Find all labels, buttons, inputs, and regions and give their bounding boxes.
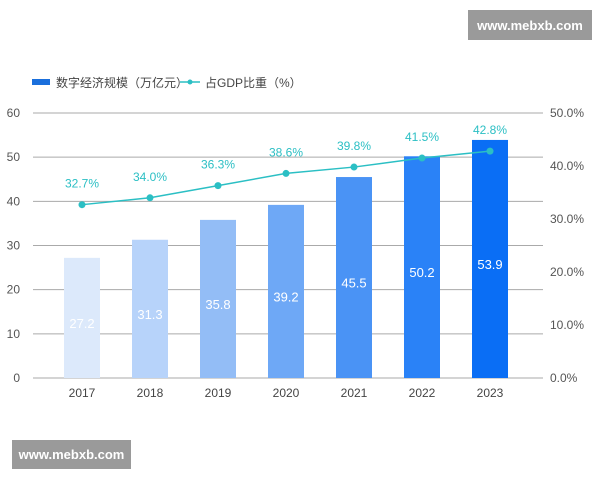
bar-2020: [268, 204, 304, 378]
line-point-2019: [214, 182, 222, 190]
line-data-label: 36.3%: [201, 158, 235, 172]
line-data-label: 32.7%: [65, 177, 99, 191]
line-point-2021: [350, 163, 358, 171]
right-tick-label: 30.0%: [550, 212, 584, 226]
bar-data-label: 50.2: [409, 265, 434, 280]
bar-data-label: 35.8: [205, 297, 230, 312]
x-tick-label: 2022: [409, 386, 436, 400]
x-tick-label: 2018: [137, 386, 164, 400]
bar-2018: [132, 239, 168, 378]
legend-line-marker: [187, 79, 193, 85]
left-tick-label: 30: [7, 239, 21, 253]
left-tick-label: 10: [7, 327, 21, 341]
bar-data-label: 31.3: [137, 307, 162, 322]
bar-data-label: 39.2: [273, 289, 298, 304]
legend-line-label: 占GDP比重（%）: [205, 75, 302, 90]
line-data-label: 38.6%: [269, 145, 303, 159]
x-tick-label: 2020: [273, 386, 300, 400]
bar-data-label: 45.5: [341, 276, 366, 291]
x-tick-label: 2017: [69, 386, 96, 400]
watermark-top: www.mebxb.com: [468, 10, 592, 40]
left-tick-label: 50: [7, 150, 21, 164]
x-tick-label: 2019: [205, 386, 232, 400]
line-data-label: 34.0%: [133, 170, 167, 184]
line-point-2017: [78, 201, 86, 209]
line-data-label: 42.8%: [473, 123, 507, 137]
x-tick-label: 2021: [341, 386, 368, 400]
legend-bar-label: 数字经济规模（万亿元）: [56, 75, 188, 90]
right-tick-label: 50.0%: [550, 106, 584, 120]
bar-2022: [404, 156, 440, 378]
right-tick-label: 20.0%: [550, 265, 584, 279]
legend-bar-swatch: [32, 79, 50, 85]
right-tick-label: 10.0%: [550, 318, 584, 332]
bar-2021: [336, 177, 372, 378]
line-data-label: 41.5%: [405, 130, 439, 144]
left-tick-label: 40: [7, 194, 21, 208]
line-point-2022: [418, 154, 426, 162]
right-tick-label: 40.0%: [550, 159, 584, 173]
line-point-2023: [486, 147, 494, 155]
right-tick-label: 0.0%: [550, 371, 578, 385]
line-point-2020: [282, 169, 290, 177]
line-point-2018: [146, 194, 154, 202]
left-tick-label: 60: [7, 106, 21, 120]
bar-2019: [200, 219, 236, 378]
left-tick-label: 20: [7, 283, 21, 297]
bar-2017: [64, 257, 100, 378]
bar-data-label: 53.9: [477, 257, 502, 272]
bar-data-label: 27.2: [69, 316, 94, 331]
watermark-bottom: www.mebxb.com: [12, 440, 131, 469]
line-data-label: 39.8%: [337, 139, 371, 153]
bar-2023: [472, 139, 508, 378]
left-tick-label: 0: [13, 371, 20, 385]
x-tick-label: 2023: [477, 386, 504, 400]
